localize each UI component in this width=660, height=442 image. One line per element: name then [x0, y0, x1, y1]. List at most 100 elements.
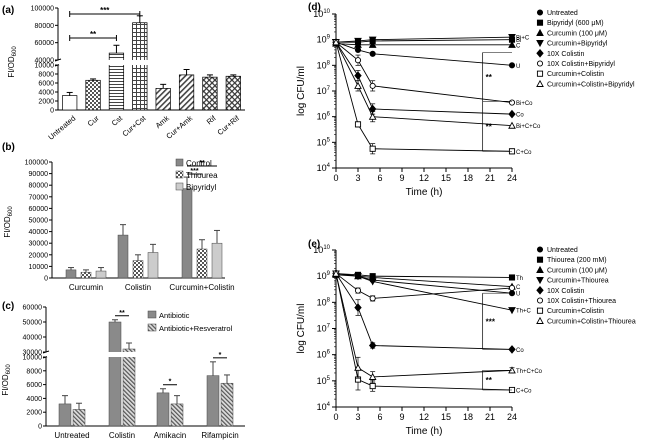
y-tick-label: 8000 [26, 368, 42, 375]
marker-triangle-up [508, 121, 516, 129]
series-line-Curcumin (100 μM) [335, 274, 513, 288]
marker-square [536, 256, 544, 263]
bar-Antibiotic-Untreated [58, 403, 72, 427]
y-tick-label: 10000 [29, 264, 49, 271]
axis-break-gap [47, 352, 246, 357]
marker-triangle-up [536, 28, 544, 36]
y-tick-label: 70000 [29, 194, 49, 201]
series-end-label: Bi+C+Co [516, 124, 541, 130]
legend-label: Bipyridyl [186, 183, 216, 192]
bar-Bipyridyl-Curcumin+Colistin [211, 242, 223, 279]
x-tick-label: Rif [205, 113, 219, 126]
x-tick-label: 15 [441, 412, 451, 422]
x-tick-label: 6 [377, 173, 382, 183]
marker-circle [369, 82, 376, 89]
marker-circle [508, 62, 516, 69]
marker-triangle-up [368, 112, 377, 120]
bar-Cur+Rif [225, 75, 241, 111]
bar-Thiourea-Curcumin [80, 271, 92, 279]
x-tick-label: 18 [463, 412, 473, 422]
series-line-Curcumin+Colistin [335, 42, 513, 152]
legend-label: Control [186, 159, 212, 168]
series-end-label: Bi+C [516, 36, 530, 42]
legend-label: 10X Colistin+Thiourea [547, 298, 616, 305]
bar-Amk [155, 88, 171, 111]
marker-square [369, 145, 376, 152]
panel-b: (b) 0 10000 20000 30000 40000 50000 60000 70000 8… [2, 142, 235, 292]
series-end-label: Th+C [516, 309, 532, 315]
bar-Bipyridyl-Curcumin [95, 270, 107, 279]
x-tick-label: Cur+Amk [164, 114, 194, 141]
series-line-Bipyridyl (600 μM) [336, 39, 513, 43]
x-tick-label: Curcumin [69, 283, 103, 292]
marker-triangle-down [508, 34, 516, 42]
legend-label: Antibiotic [159, 311, 190, 320]
y-tick-label: 108 [317, 60, 331, 70]
bar-Cur [85, 79, 101, 111]
y-tick-label: 50000 [29, 218, 49, 225]
y-tick-label: 40000 [29, 229, 49, 236]
y-tick-label: 1010 [313, 9, 330, 19]
x-tick-label: Amk [154, 113, 171, 130]
bar-Thiourea-Colistin [132, 260, 144, 279]
legend-label: Curcumin+Bipyridyl [547, 41, 608, 48]
series-end-label: Co [516, 348, 524, 354]
x-tick-label: 0 [333, 412, 338, 422]
series-line-Curcumin+Colistin+Bipyridyl [335, 42, 513, 127]
significance-label: * [219, 352, 222, 359]
bar-Antibiotic+Resveratrol-Colistin [122, 348, 136, 427]
legend-label: Thiourea (200 mM) [547, 257, 607, 264]
y-tick-label: 100000 [25, 160, 48, 167]
x-tick-label: 21 [485, 173, 495, 183]
y-tick-label: 40000 [23, 335, 43, 342]
x-tick-label: 21 [485, 412, 495, 422]
series-end-label: Bi [516, 38, 521, 44]
marker-triangle-down [536, 40, 544, 48]
marker-circle [508, 284, 516, 291]
marker-diamond [508, 109, 516, 119]
y-tick-label: 6000 [26, 382, 42, 389]
legend-label: Curcumin+Colistin+Bipyridyl [547, 81, 635, 88]
y-tick-label: 109 [317, 35, 331, 45]
significance-label: ** [90, 30, 97, 39]
x-tick-label: Colistin [125, 283, 151, 292]
marker-square [536, 19, 544, 26]
bar-Control-Curcumin [65, 269, 77, 279]
marker-triangle-down [368, 36, 377, 44]
bar-Bipyridyl-Colistin [147, 252, 159, 279]
x-tick-label: 18 [463, 173, 473, 183]
marker-triangle-down [536, 277, 544, 285]
legend-label: Antibiotic+Resveratrol [159, 324, 232, 333]
y-tick-label: 10000 [35, 63, 55, 70]
legend-label: Curcumin+Colistin+Thiourea [547, 318, 636, 325]
significance-label: * [169, 379, 172, 386]
axis-break-gap [59, 60, 246, 65]
marker-triangle-up [354, 81, 362, 89]
x-tick-label: Rifampicin [201, 431, 238, 440]
marker-diamond [354, 303, 362, 312]
marker-triangle-up [332, 269, 340, 277]
y-tick-label: 108 [317, 297, 331, 307]
x-tick-label: Cur+Rif [216, 113, 242, 137]
x-tick-label: 9 [399, 173, 404, 183]
legend-label: Curcumin+Colistin [547, 308, 604, 315]
y-tick-label: 0 [44, 276, 48, 283]
x-tick-label: 24 [507, 173, 517, 183]
marker-triangle-up [368, 40, 377, 48]
bar-Antibiotic-Colistin [108, 321, 122, 427]
x-tick-label: 12 [419, 412, 429, 422]
y-tick-label: 4000 [26, 396, 42, 403]
x-tick-label: Untreated [46, 114, 77, 142]
y-tick-label: 20000 [29, 252, 49, 259]
bar-Rif [202, 76, 218, 111]
bar-Antibiotic+Resveratrol-Rifampicin [220, 382, 234, 427]
x-tick-label: 3 [355, 412, 360, 422]
significance-label: ** [486, 73, 493, 82]
legend-swatch [175, 170, 184, 179]
y-axis-title: FI/OD600 [3, 206, 14, 238]
series-end-label: Th+C+Co [516, 369, 543, 375]
series-line-10X Colistin+Thiourea [335, 273, 513, 299]
x-tick-label: Curcumin+Colistin [169, 283, 234, 292]
legend-label: Untreated [547, 10, 578, 17]
